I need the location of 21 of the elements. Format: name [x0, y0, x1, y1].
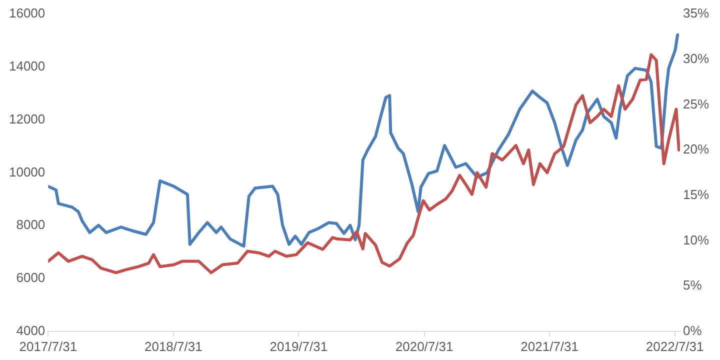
- y2-tick-label: 15%: [682, 186, 710, 202]
- y2-tick-label: 5%: [682, 278, 702, 293]
- y2-tick-label: 10%: [682, 232, 710, 248]
- x-tick-label: 2019/7/31: [270, 338, 328, 354]
- y-tick-label: 6000: [16, 270, 46, 286]
- y-tick-label: 14000: [8, 58, 46, 74]
- y-tick-label: 16000: [8, 6, 46, 21]
- y2-tick-label: 25%: [682, 96, 710, 112]
- y2-tick-label: 35%: [682, 6, 710, 21]
- y2-tick-label: 0%: [682, 322, 702, 338]
- y2-tick-label: 20%: [682, 142, 710, 157]
- x-tick-label: 2022/7/31: [646, 338, 704, 354]
- y-tick-label: 8000: [16, 217, 46, 232]
- y-tick-label: 10000: [8, 164, 46, 180]
- x-tick-label: 2017/7/31: [19, 338, 78, 354]
- y-tick-label: 12000: [8, 111, 46, 126]
- y2-tick-label: 30%: [682, 50, 710, 66]
- x-tick-label: 2021/7/31: [520, 338, 578, 354]
- x-tick-label: 2020/7/31: [395, 338, 454, 354]
- x-tick-label: 2018/7/31: [144, 338, 202, 354]
- y-tick-label: 4000: [16, 322, 46, 338]
